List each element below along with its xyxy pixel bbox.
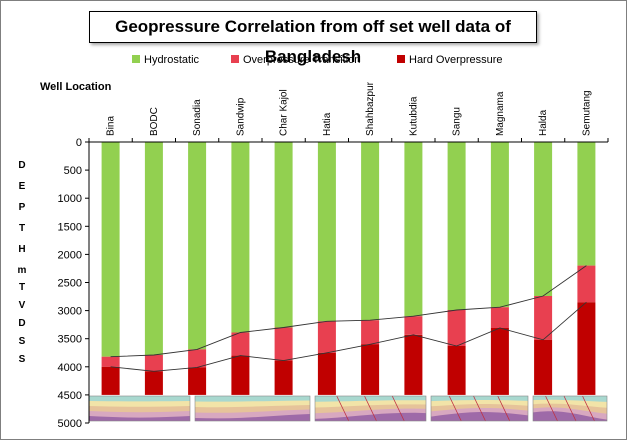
y-tick-label: 500 xyxy=(64,165,82,177)
y-axis-title-letter: H xyxy=(18,244,25,255)
y-axis-title-letter: D xyxy=(18,160,25,171)
y-tick-label: 0 xyxy=(76,137,82,149)
bar-1-0 xyxy=(101,356,120,367)
bar-1-7 xyxy=(404,316,423,335)
y-axis-title-letter: S xyxy=(19,354,26,365)
bar-1-3 xyxy=(231,332,250,356)
y-axis-title-letter: E xyxy=(19,181,26,192)
category-axis-title: Well Location xyxy=(40,81,112,93)
category-label: Bina xyxy=(106,116,117,136)
bar-0-1 xyxy=(144,142,163,355)
category-labels: Bina BODC Sonadia Sandwip Char Kajol Hatia Sha… xyxy=(106,81,593,136)
bar-2-3 xyxy=(231,355,250,395)
bar-2-4 xyxy=(274,360,293,395)
cross-section-panel xyxy=(314,395,427,422)
category-label: Sangu xyxy=(452,107,463,136)
bar-0-9 xyxy=(490,142,509,308)
bar-2-8 xyxy=(447,346,466,395)
y-axis-title-letter: V xyxy=(19,300,26,311)
cross-section-panel xyxy=(532,395,608,422)
legend-label-2: Hard Overpressure xyxy=(409,54,503,66)
bar-2-6 xyxy=(361,344,380,395)
bar-2-10 xyxy=(534,339,553,395)
bar-0-8 xyxy=(447,142,466,310)
bar-2-2 xyxy=(188,367,207,395)
bar-1-1 xyxy=(144,355,163,372)
bar-1-5 xyxy=(317,321,336,353)
y-tick-label: 3500 xyxy=(58,334,82,346)
y-axis-title-letter: P xyxy=(19,202,26,213)
category-label: Hatia xyxy=(322,112,333,136)
bar-1-4 xyxy=(274,327,293,361)
bar-0-4 xyxy=(274,142,293,328)
category-label: Kutubdia xyxy=(408,96,419,136)
bar-2-5 xyxy=(317,352,336,395)
bar-0-3 xyxy=(231,142,250,333)
legend-swatch-2 xyxy=(397,55,405,63)
bar-0-11 xyxy=(577,142,596,266)
legend-swatch-0 xyxy=(132,55,140,63)
bar-2-9 xyxy=(490,328,509,395)
category-label: Sandwip xyxy=(235,97,246,136)
y-tick-label: 4000 xyxy=(58,362,82,374)
legend-label-0: Hydrostatic xyxy=(144,54,200,66)
category-label: Char Kajol xyxy=(279,89,290,136)
bar-0-5 xyxy=(317,142,336,322)
bars xyxy=(101,142,596,395)
bar-2-11 xyxy=(577,302,596,395)
y-axis-title-letter: D xyxy=(18,318,25,329)
y-tick-label: 2000 xyxy=(58,249,82,261)
category-label: Sonadia xyxy=(192,99,203,136)
cross-section-panel xyxy=(194,395,311,422)
transition-top-line xyxy=(110,265,587,358)
y-axis-title-letter: T xyxy=(19,223,25,234)
bar-0-6 xyxy=(361,142,380,321)
y-tick-label: 3000 xyxy=(58,306,82,318)
bar-1-8 xyxy=(447,310,466,346)
hard-overpressure-top-line xyxy=(110,301,587,372)
cross-section-panel xyxy=(430,395,529,422)
category-label: Halda xyxy=(538,109,549,136)
bar-0-0 xyxy=(101,142,120,357)
chart-title: Geopressure Correlation from off set wel… xyxy=(115,17,511,66)
bar-0-10 xyxy=(534,142,553,296)
y-axis-title-letter: T xyxy=(19,282,25,293)
legend-swatch-1 xyxy=(231,55,239,63)
legend: Hydrostatic Overpressure Transition Hard O… xyxy=(132,54,503,66)
axes: 0 500 1000 1500 2000 2500 3000 3500 4000 4500 5000 xyxy=(58,137,609,430)
bar-1-9 xyxy=(490,307,509,328)
y-tick-label: 1500 xyxy=(58,221,82,233)
bar-1-10 xyxy=(534,296,553,340)
y-tick-label: 4500 xyxy=(58,390,82,402)
bar-0-7 xyxy=(404,142,423,317)
bar-1-2 xyxy=(188,349,207,368)
bar-2-0 xyxy=(101,366,120,395)
y-tick-label: 2500 xyxy=(58,278,82,290)
bar-2-7 xyxy=(404,334,423,395)
legend-label-1: Overpressure Transition xyxy=(243,54,360,66)
y-axis-title-letter: m xyxy=(18,265,27,276)
bar-1-6 xyxy=(361,320,380,345)
bar-1-11 xyxy=(577,265,596,303)
seismic-cross-section-strip xyxy=(88,395,608,422)
category-label: BODC xyxy=(149,107,160,136)
bar-0-2 xyxy=(188,142,207,350)
category-label: Magnama xyxy=(495,91,506,136)
category-label: Semutang xyxy=(581,90,592,136)
y-tick-label: 1000 xyxy=(58,193,82,205)
category-label: Shahbazpur xyxy=(365,81,376,136)
bar-2-1 xyxy=(144,371,163,395)
y-axis-title-letter: S xyxy=(19,336,26,347)
y-tick-label: 5000 xyxy=(58,418,82,430)
chart-title-box: Geopressure Correlation from off set wel… xyxy=(89,11,537,66)
cross-section-panel xyxy=(88,395,191,422)
trend-lines xyxy=(110,265,587,372)
